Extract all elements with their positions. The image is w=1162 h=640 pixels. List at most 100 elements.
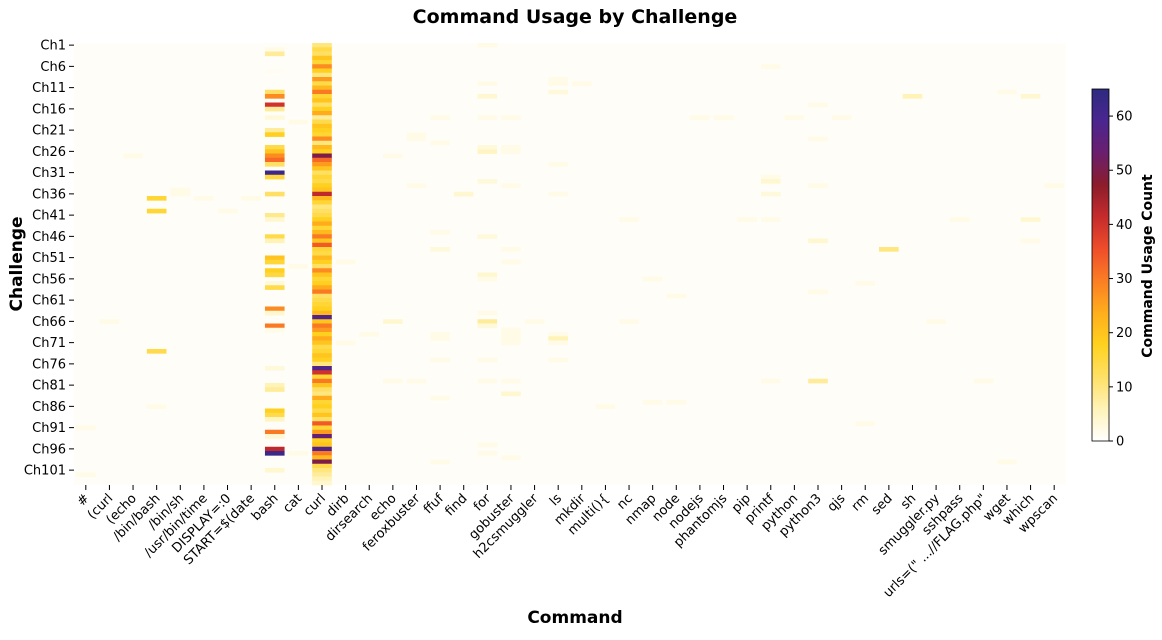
y-tick-label: Ch76: [32, 357, 66, 372]
heatmap-cell: [264, 68, 285, 74]
colorbar-title: Command Usage Count: [1140, 174, 1156, 358]
heatmap-cell: [264, 213, 285, 218]
colorbar-tick-label: 30: [1116, 272, 1133, 287]
heatmap-cell: [760, 174, 781, 180]
heatmap-cell: [264, 408, 285, 414]
heatmap-cell: [312, 374, 332, 380]
heatmap-cell: [170, 187, 191, 193]
heatmap-cell: [548, 340, 568, 346]
heatmap-cell: [312, 230, 332, 235]
heatmap-cell: [619, 319, 639, 324]
heatmap-cell: [430, 247, 450, 252]
y-tick-label: Ch91: [32, 421, 66, 436]
heatmap-cell: [264, 451, 285, 456]
colorbar-tick-label: 20: [1116, 326, 1133, 341]
heatmap-cell: [453, 191, 474, 197]
heatmap-cell: [312, 412, 332, 418]
heatmap-cell: [312, 51, 332, 57]
heatmap-cell: [1020, 94, 1041, 99]
heatmap-cell: [501, 332, 521, 337]
heatmap-cell: [312, 174, 332, 180]
heatmap-cell: [973, 378, 994, 384]
heatmap-cell: [312, 463, 332, 469]
heatmap-cell: [312, 421, 332, 426]
heatmap-cell: [312, 77, 332, 82]
colorbar-tick-label: 0: [1116, 435, 1124, 450]
heatmap-cell: [383, 378, 403, 384]
heatmap-cell: [312, 162, 332, 167]
heatmap-cell: [312, 153, 332, 159]
heatmap-cell: [548, 89, 568, 95]
heatmap-cell: [123, 153, 143, 159]
heatmap-cell: [312, 472, 332, 477]
y-tick-label: Ch96: [32, 442, 66, 457]
heatmap-cell: [312, 434, 332, 439]
y-tick-label: Ch66: [32, 315, 66, 330]
heatmap-cell: [548, 332, 568, 337]
heatmap-cell: [548, 162, 568, 167]
heatmap-cell: [477, 323, 498, 329]
y-tick-label: Ch51: [32, 251, 66, 266]
x-tick-label: bash: [249, 491, 282, 524]
heatmap-cell: [312, 128, 332, 133]
heatmap-cell: [312, 408, 332, 414]
heatmap-cell: [312, 327, 332, 333]
heatmap-cell: [501, 327, 521, 333]
heatmap-cell: [312, 179, 332, 184]
heatmap-cell: [312, 98, 332, 103]
heatmap-cell: [666, 400, 687, 405]
heatmap-cell: [312, 400, 332, 405]
heatmap-cell: [477, 94, 498, 99]
heatmap-cell: [146, 404, 167, 409]
colorbar: [1091, 88, 1110, 442]
heatmap-cell: [808, 136, 828, 142]
heatmap-cell: [312, 123, 332, 129]
heatmap-cell: [312, 47, 332, 52]
y-tick-label: Ch36: [32, 187, 66, 202]
heatmap-cell: [312, 204, 332, 210]
heatmap-cell: [383, 153, 403, 159]
heatmap-cell: [312, 370, 332, 375]
heatmap-cell: [312, 81, 332, 86]
heatmap-cell: [312, 387, 332, 392]
x-tick-label: find: [442, 491, 470, 519]
heatmap-cell: [312, 170, 332, 176]
heatmap-cell: [76, 472, 96, 477]
heatmap-cell: [430, 332, 450, 337]
heatmap-cell: [264, 366, 285, 371]
heatmap-cell: [312, 429, 332, 435]
heatmap-cell: [477, 451, 498, 456]
heatmap-cell: [264, 191, 285, 197]
x-tick-label: rm: [849, 491, 872, 514]
heatmap-cell: [264, 327, 285, 333]
heatmap-cell: [312, 319, 332, 324]
heatmap-cell: [312, 187, 332, 193]
heatmap-cell: [288, 264, 309, 269]
heatmap-cell: [264, 234, 285, 239]
heatmap-cell: [477, 81, 498, 86]
heatmap-cell: [312, 264, 332, 269]
heatmap-cell: [406, 136, 427, 142]
heatmap-cell: [194, 196, 214, 201]
heatmap-cell: [312, 468, 332, 473]
colorbar-tick-label: 40: [1116, 218, 1133, 233]
heatmap-cell: [264, 434, 285, 439]
heatmap-cell: [501, 455, 521, 460]
heatmap-cell: [430, 459, 450, 465]
x-tick-label: cat: [280, 491, 305, 516]
heatmap-cell: [76, 425, 96, 431]
heatmap-cell: [312, 106, 332, 112]
heatmap-cell: [264, 238, 285, 244]
heatmap-cell: [264, 128, 285, 133]
heatmap-cell: [264, 94, 285, 99]
heatmap-cell: [312, 315, 332, 320]
heatmap-cell: [642, 400, 663, 405]
heatmap-cell: [312, 145, 332, 150]
y-tick-label: Ch11: [32, 81, 66, 96]
heatmap-cell: [312, 85, 332, 91]
heatmap-cell: [312, 285, 332, 290]
heatmap-cell: [264, 51, 285, 57]
heatmap-cell: [312, 480, 332, 486]
heatmap-cell: [501, 378, 521, 384]
heatmap-cell: [312, 157, 332, 163]
